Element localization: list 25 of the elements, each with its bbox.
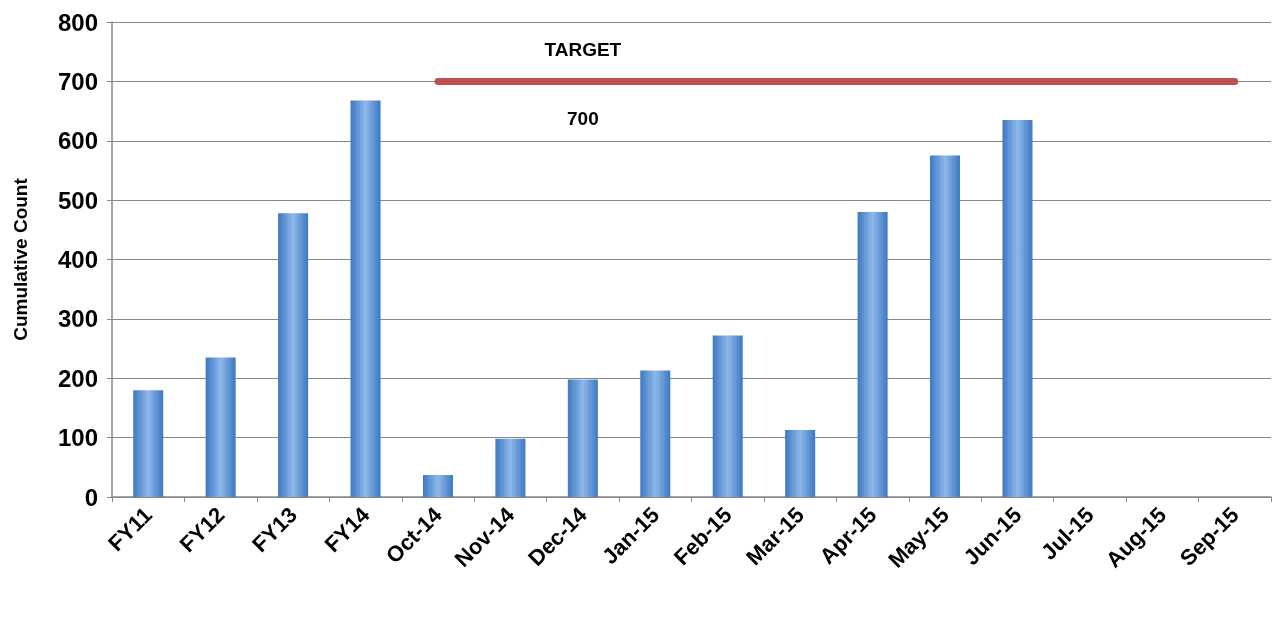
y-tick-label: 700 xyxy=(57,67,98,95)
y-tick-label: 800 xyxy=(57,8,98,36)
y-tick-label: 400 xyxy=(57,246,98,273)
bar xyxy=(567,379,598,497)
bar xyxy=(857,212,888,497)
bar xyxy=(640,370,671,497)
bar xyxy=(278,213,309,497)
data-label: 700 xyxy=(566,108,599,130)
y-tick-label: 500 xyxy=(57,186,98,214)
bar xyxy=(350,100,381,497)
y-tick-label: 300 xyxy=(57,305,98,333)
bar xyxy=(205,357,236,497)
bar xyxy=(785,429,816,497)
y-axis-title: Cumulative Count xyxy=(10,177,31,341)
bar xyxy=(1002,119,1033,497)
y-tick-label: 600 xyxy=(57,127,98,155)
bar xyxy=(422,475,453,497)
bar xyxy=(133,390,164,497)
series-label: TARGET xyxy=(544,39,622,61)
y-tick-label: 200 xyxy=(57,364,98,392)
bar xyxy=(495,438,526,497)
bar xyxy=(930,155,961,497)
y-tick-label: 100 xyxy=(57,424,98,452)
bar xyxy=(712,335,743,497)
y-tick-label: 0 xyxy=(84,483,98,511)
